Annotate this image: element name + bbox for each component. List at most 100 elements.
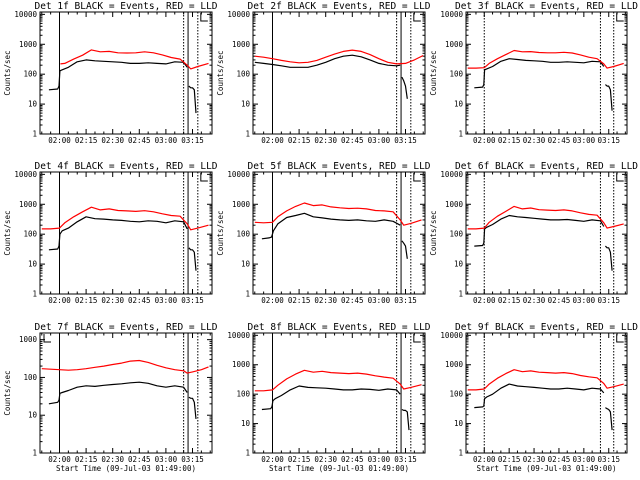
x-axis-label: Start Time (09-Jul-03 01:49:00) [477, 464, 617, 473]
y-tick-label: 1000 [19, 200, 38, 209]
y-tick-label: 10000 [440, 331, 463, 340]
x-tick-label: 02:45 [341, 136, 364, 145]
corner-bracket-mark [200, 173, 208, 182]
y-tick-label: 1 [32, 130, 37, 139]
y-tick-label: 10000 [227, 10, 250, 19]
corner-bracket-mark [413, 13, 421, 22]
lld-series-line [467, 205, 624, 230]
panel-title: Det 2f BLACK = Events, RED = LLD [247, 1, 430, 12]
y-axis-label: Counts/sec [3, 370, 12, 415]
x-tick-label: 02:30 [523, 296, 546, 305]
panel-title: Det 4f BLACK = Events, RED = LLD [34, 161, 217, 172]
panel-title: Det 6f BLACK = Events, RED = LLD [455, 161, 638, 172]
x-tick-label: 02:30 [101, 136, 124, 145]
y-tick-label: 10000 [14, 10, 37, 19]
x-axis-label: Start Time (09-Jul-03 01:49:00) [56, 464, 196, 473]
events-series-line [188, 396, 197, 419]
x-tick-label: 02:30 [101, 455, 124, 464]
panel-det-8f: Det 8f BLACK = Events, RED = LLD 1 10 100 10… [227, 322, 430, 473]
y-tick-label: 10000 [14, 170, 37, 179]
panel-det-9f: Det 9f BLACK = Events, RED = LLD 1 10 100 10… [440, 322, 638, 473]
y-tick-label: 10000 [227, 170, 250, 179]
x-tick-label: 02:00 [48, 296, 71, 305]
y-tick-label: 1 [245, 290, 250, 299]
y-tick-label: 100 [449, 230, 463, 239]
corner-bracket-mark [200, 13, 208, 22]
lld-series-line [41, 359, 209, 374]
x-tick-label: 03:00 [155, 455, 178, 464]
y-tick-label: 10 [28, 411, 38, 420]
corner-bracket-mark [43, 334, 51, 343]
x-tick-label: 02:15 [288, 296, 311, 305]
y-tick-label: 1000 [19, 40, 38, 49]
lld-series-line [41, 206, 209, 231]
corner-bracket-mark [616, 173, 624, 182]
lld-series-line [467, 369, 624, 391]
lld-series-line [60, 49, 209, 70]
x-tick-label: 03:00 [573, 136, 596, 145]
plot-frame [39, 332, 213, 454]
y-tick-label: 100 [449, 70, 463, 79]
y-tick-label: 100 [23, 373, 37, 382]
x-tick-label: 03:00 [155, 296, 178, 305]
plot-frame [39, 11, 213, 135]
x-tick-label: 02:45 [548, 136, 571, 145]
plot-frame [252, 171, 426, 295]
x-tick-label: 02:15 [75, 296, 98, 305]
y-tick-label: 1000 [232, 40, 251, 49]
y-tick-label: 100 [236, 230, 250, 239]
x-tick-label: 02:15 [498, 136, 521, 145]
y-axis-label: Counts/sec [216, 50, 225, 95]
events-series-line [605, 407, 613, 431]
y-tick-label: 1000 [232, 200, 251, 209]
x-tick-label: 02:15 [498, 296, 521, 305]
y-tick-label: 1000 [445, 200, 464, 209]
panel-det-7f: Det 7f BLACK = Events, RED = LLD 1 10 100 10… [3, 322, 218, 473]
x-tick-label: 03:00 [368, 136, 391, 145]
y-tick-label: 1 [32, 290, 37, 299]
events-series-line [48, 59, 188, 91]
panel-det-1f: Det 1f BLACK = Events, RED = LLD 1 10 100 10… [3, 1, 218, 145]
panel-det-6f: Det 6f BLACK = Events, RED = LLD 1 10 100 10… [429, 161, 638, 305]
y-tick-label: 1000 [19, 335, 38, 344]
y-tick-label: 1 [458, 290, 463, 299]
x-tick-label: 02:45 [128, 296, 151, 305]
y-tick-label: 10 [28, 100, 38, 109]
plot-frame [465, 11, 628, 135]
x-tick-label: 03:15 [181, 455, 204, 464]
x-tick-label: 02:15 [288, 455, 311, 464]
x-tick-label: 02:30 [101, 296, 124, 305]
y-tick-label: 10 [454, 100, 464, 109]
y-tick-label: 1000 [232, 360, 251, 369]
x-tick-label: 03:15 [394, 136, 417, 145]
corner-bracket-mark [413, 173, 421, 182]
plot-frame [252, 332, 426, 454]
events-series-line [188, 247, 197, 271]
x-tick-label: 02:45 [128, 136, 151, 145]
y-tick-label: 100 [23, 230, 37, 239]
x-tick-label: 02:30 [314, 136, 337, 145]
x-tick-label: 03:15 [394, 296, 417, 305]
y-axis-label: Counts/sec [3, 210, 12, 255]
events-series-line [401, 240, 408, 259]
panel-det-5f: Det 5f BLACK = Events, RED = LLD 1 10 100 10… [216, 161, 431, 305]
x-tick-label: 03:00 [368, 455, 391, 464]
y-tick-label: 1 [245, 449, 250, 458]
x-tick-label: 03:15 [597, 136, 620, 145]
x-tick-label: 02:45 [548, 455, 571, 464]
y-tick-label: 10 [454, 260, 464, 269]
events-series-line [401, 408, 410, 431]
x-tick-label: 02:00 [473, 455, 496, 464]
x-tick-label: 02:30 [314, 296, 337, 305]
y-tick-label: 10 [454, 419, 464, 428]
x-tick-label: 02:15 [498, 455, 521, 464]
y-tick-label: 1 [458, 130, 463, 139]
plot-frame [465, 171, 628, 295]
y-tick-label: 1 [458, 449, 463, 458]
panel-det-2f: Det 2f BLACK = Events, RED = LLD 1 10 100 10… [216, 1, 431, 145]
x-tick-label: 02:15 [288, 136, 311, 145]
x-tick-label: 03:00 [155, 136, 178, 145]
x-tick-label: 02:00 [261, 296, 284, 305]
y-axis-label: Counts/sec [3, 50, 12, 95]
